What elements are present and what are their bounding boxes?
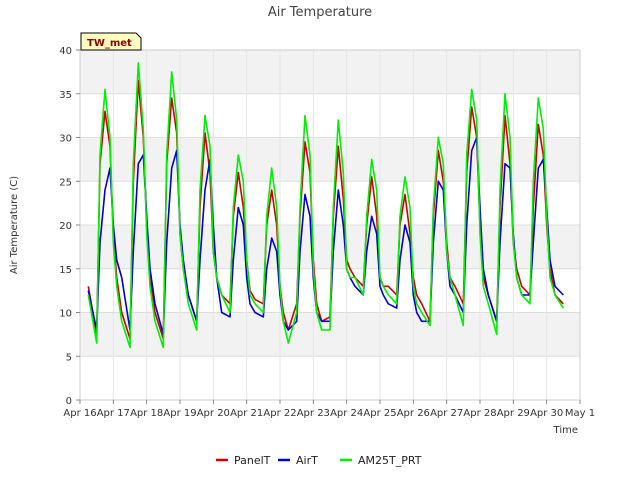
series-line-am25t-prt	[87, 62, 564, 349]
y-tick-label: 30	[59, 134, 72, 145]
x-tick-label: May 1	[565, 408, 595, 419]
x-tick-label: Apr 16	[63, 408, 96, 419]
x-tick-label: Apr 20	[197, 408, 230, 419]
plot-band	[80, 93, 580, 138]
x-tick-label: Apr 23	[297, 408, 330, 419]
y-tick-label: 25	[59, 177, 72, 188]
y-axis-title: Air Temperature (C)	[9, 176, 20, 274]
x-tick-label: Apr 21	[230, 408, 263, 419]
chart-title: Air Temperature	[268, 5, 372, 20]
x-tick-label: Apr 29	[497, 408, 530, 419]
site-badge-label: TW_met	[87, 38, 132, 49]
site-badge-box	[80, 32, 142, 51]
legend-label: PanelT	[234, 454, 271, 467]
x-tick-label: Apr 27	[430, 408, 463, 419]
x-tick-label: Apr 18	[130, 408, 163, 419]
legend-label: AirT	[296, 454, 318, 467]
x-axis: Apr 16 Apr 17 Apr 18 Apr 19 Apr 20 Apr 21 Apr …	[63, 400, 595, 419]
series-line-airt	[87, 136, 564, 336]
x-tick-label: Apr 26	[397, 408, 430, 419]
plot-band	[80, 137, 580, 182]
x-tick-label: Apr 25	[363, 408, 396, 419]
y-tick-label: 0	[66, 396, 72, 407]
plot-band	[80, 225, 580, 269]
x-tick-label: Apr 22	[263, 408, 296, 419]
y-axis: 0 5 10 15 20 25 30 35 40	[59, 46, 80, 407]
plot-band	[80, 181, 580, 225]
y-tick-label: 20	[59, 221, 72, 232]
x-tick-label: Apr 24	[330, 408, 363, 419]
site-badge: TW_met	[80, 32, 142, 51]
legend-label: AM25T_PRT	[358, 454, 422, 467]
x-axis-title: Time	[553, 425, 578, 436]
y-tick-label: 40	[59, 46, 72, 57]
x-tick-label: Apr 19	[163, 408, 196, 419]
y-tick-label: 35	[59, 90, 72, 101]
legend: PanelT AirT AM25T_PRT	[216, 454, 422, 467]
plot-bands	[80, 50, 580, 400]
x-tick-label: Apr 17	[97, 408, 130, 419]
x-tick-label: Apr 30	[530, 408, 563, 419]
plot-band	[80, 356, 580, 400]
y-tick-label: 5	[66, 352, 72, 363]
y-tick-label: 15	[59, 265, 72, 276]
y-tick-label: 10	[59, 309, 72, 320]
plot-band	[80, 50, 580, 94]
series-lines	[87, 62, 564, 349]
x-tick-label: Apr 28	[463, 408, 496, 419]
